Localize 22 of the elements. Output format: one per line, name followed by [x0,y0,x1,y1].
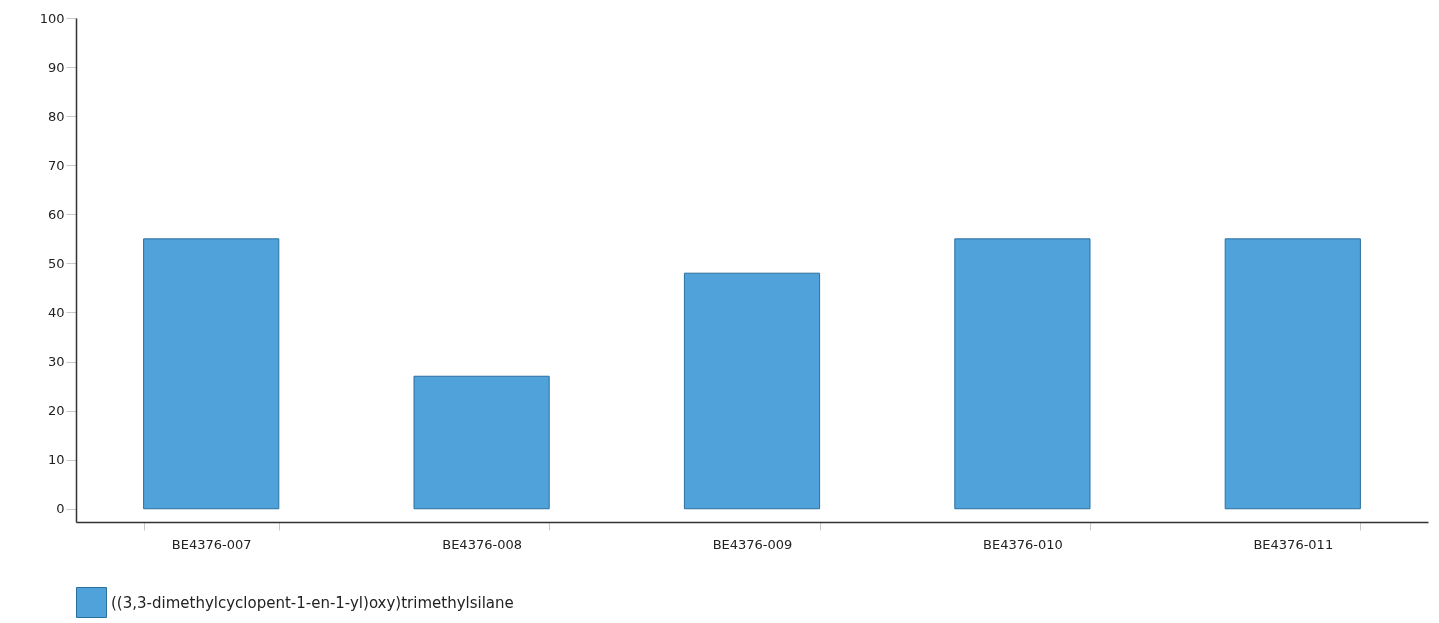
y-tick-label: 10 [47,452,65,468]
bar [413,375,550,510]
y-tick-label: 60 [47,206,65,222]
bar [954,238,1091,510]
y-tick-label: 70 [47,157,65,173]
x-tick-label: BE4376-010 [983,536,1063,552]
legend-label: ((3,3-dimethylcyclopent-1-en-1-yl)oxy)trimethylsilane [111,593,514,612]
x-tick-label: BE4376-011 [1253,536,1334,552]
y-tick-label: 50 [47,255,65,271]
y-tick-label: 30 [47,354,65,370]
x-tick-label: BE4376-009 [712,536,793,552]
bar [683,272,821,510]
y-tick-label: 90 [47,59,65,75]
y-tick-label: 80 [47,108,65,124]
y-tick-label: 20 [47,403,65,419]
bar [1224,238,1361,510]
y-tick-label: 40 [47,304,65,320]
x-tick-label: BE4376-007 [171,536,252,552]
y-tick-label: 0 [56,501,65,517]
x-tick-label: BE4376-008 [442,536,522,552]
y-tick-label: 100 [39,10,65,26]
bar [143,238,280,510]
